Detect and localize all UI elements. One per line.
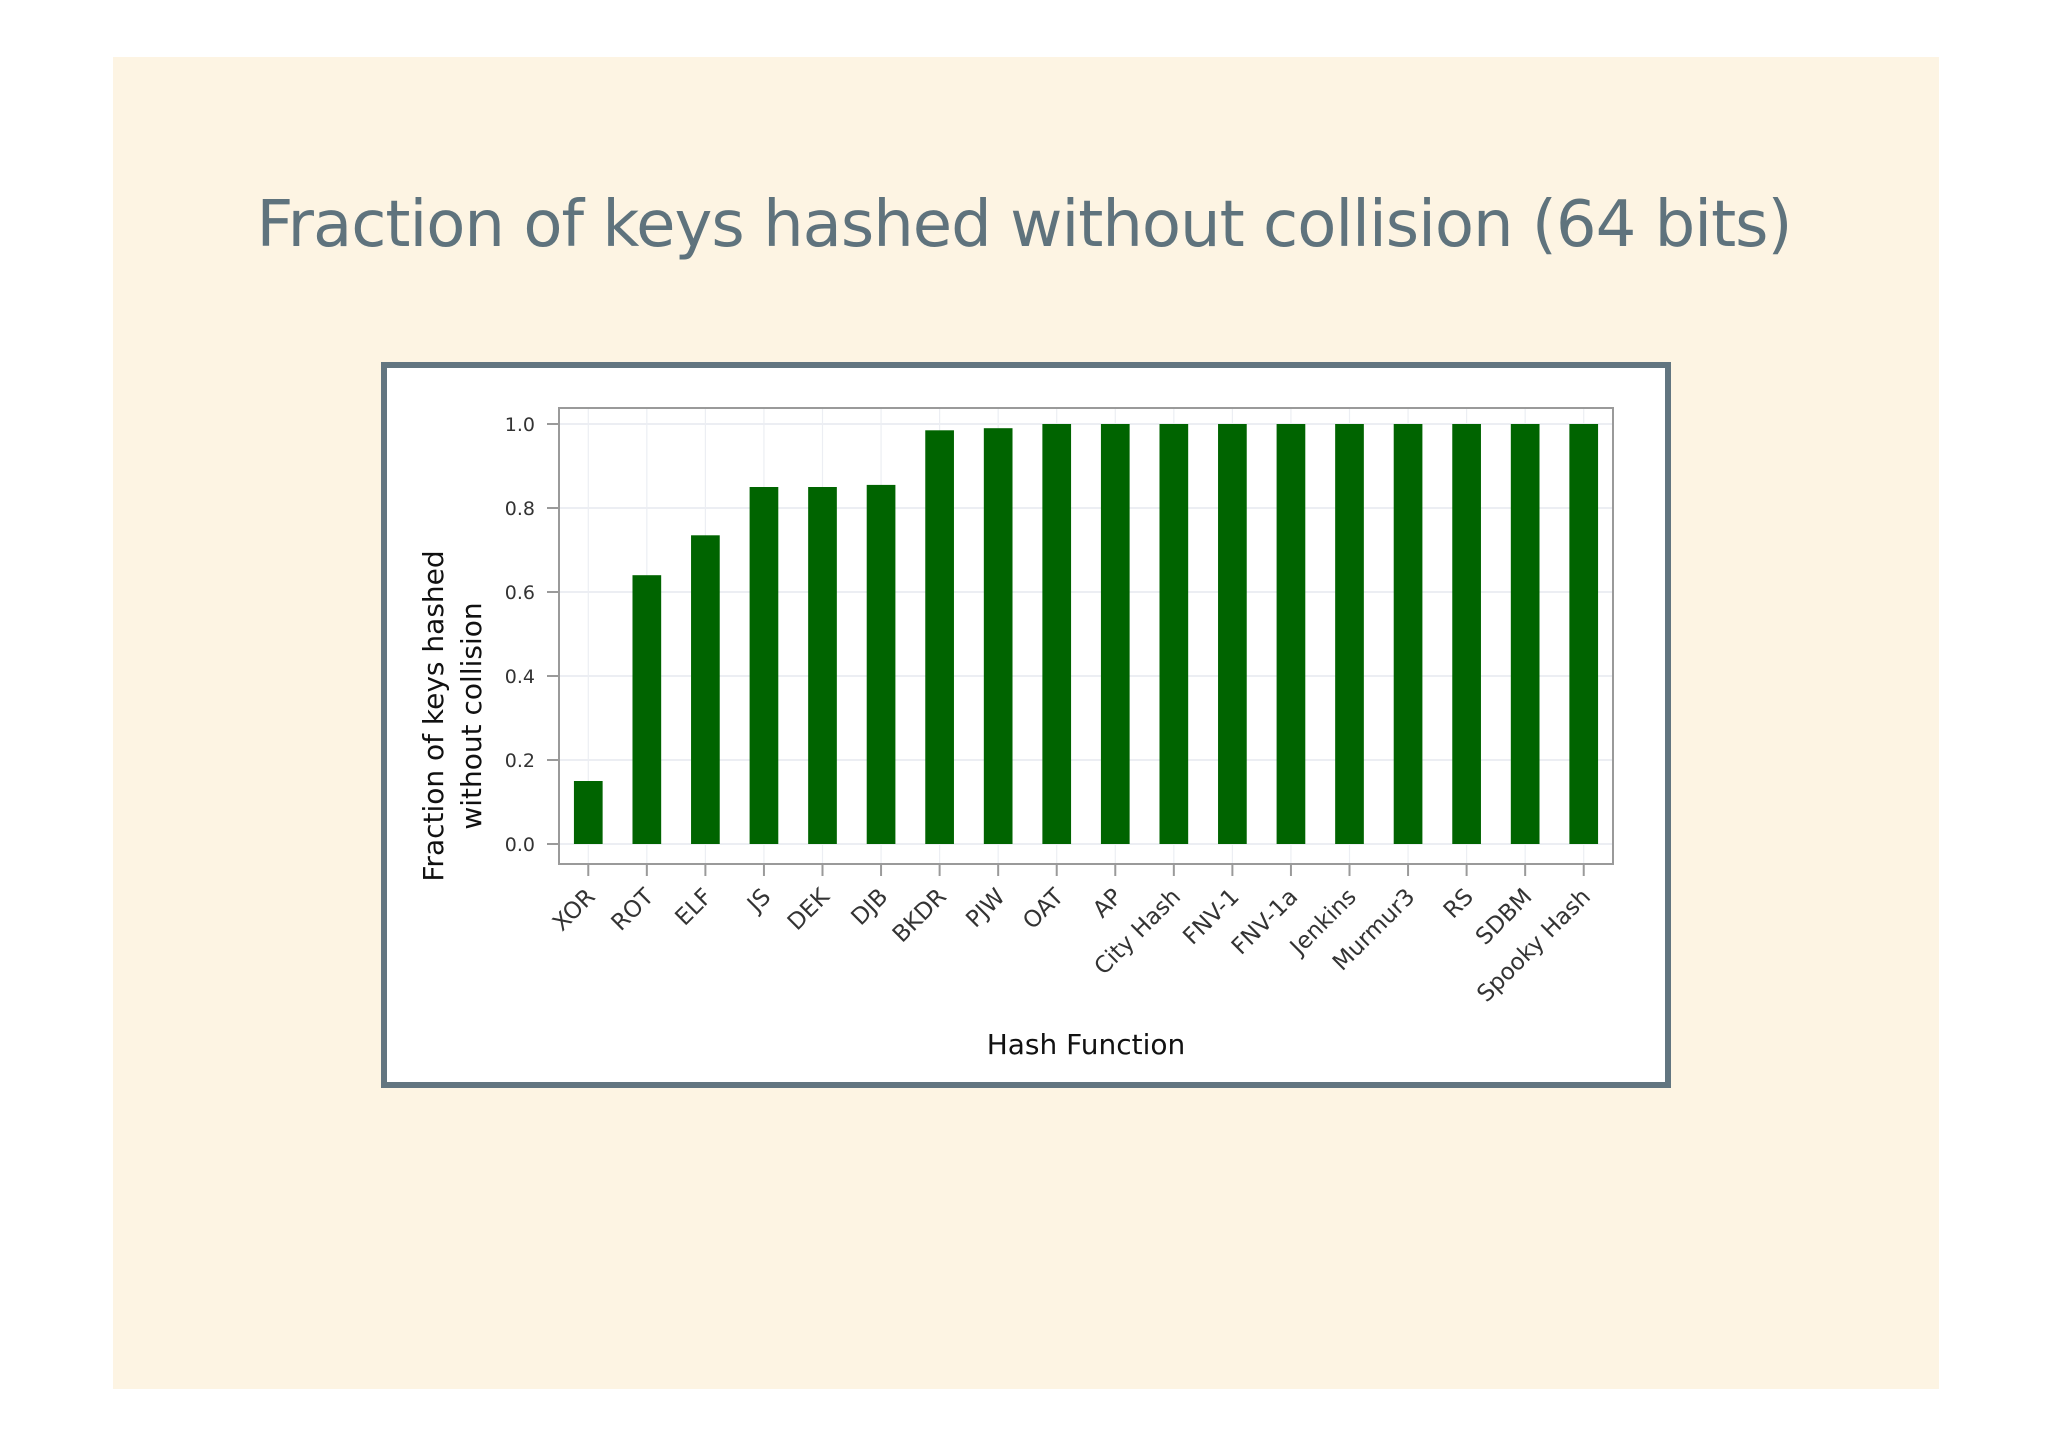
x-tick-label: OAT [1018, 883, 1069, 934]
bar-jenkins [1335, 424, 1364, 844]
bar-rs [1452, 424, 1481, 844]
x-tick-label: ROT [607, 883, 660, 936]
bar-js [749, 487, 779, 844]
y-axis-title-line: Fraction of keys hashed [417, 550, 450, 881]
x-axis-title: Hash Function [987, 1028, 1186, 1061]
x-tick-label: BKDR [888, 884, 952, 948]
chart-frame: 0.0 0.2 0.4 0.6 0.8 1.0 XOR ROT ELF JS DEK DJB BKDR P… [381, 362, 1671, 1088]
bar-spooky-hash [1569, 424, 1599, 844]
x-tick-label: XOR [548, 884, 601, 937]
y-tick-label: 0.2 [505, 750, 535, 772]
bar-rot [632, 575, 662, 844]
bar-fnv-1a [1276, 424, 1306, 844]
x-tick-label: JS [741, 884, 776, 919]
y-tick-label: 0.0 [505, 834, 535, 856]
bar-bkdr [925, 430, 954, 844]
bar-elf [691, 535, 720, 844]
bars [573, 424, 1599, 844]
bar-murmur3 [1393, 424, 1423, 844]
x-tick-label: AP [1088, 884, 1127, 923]
y-axis-title-line: without collision [455, 602, 488, 829]
axis-ticks [547, 423, 1585, 876]
x-tick-label: RS [1439, 884, 1479, 924]
bar-fnv-1 [1218, 424, 1247, 844]
bar-ap [1100, 424, 1130, 844]
y-tick-label: 0.6 [505, 582, 535, 604]
bar-oat [1042, 424, 1072, 844]
y-tick-label: 0.8 [505, 498, 535, 520]
bar-sdbm [1510, 424, 1540, 844]
bar-pjw [983, 428, 1013, 844]
x-tick-label: DJB [846, 884, 893, 931]
x-tick-label: PJW [961, 884, 1010, 933]
bar-djb [866, 484, 896, 844]
x-tick-label: DEK [783, 883, 835, 935]
x-tick-label: ELF [671, 884, 718, 931]
bar-xor [573, 781, 603, 844]
slide-title: Fraction of keys hashed without collisio… [256, 188, 1793, 262]
y-tick-label: 0.4 [505, 666, 535, 688]
bar-city-hash [1159, 424, 1189, 844]
y-tick-label: 1.0 [505, 414, 535, 436]
plot-area-border [558, 407, 1614, 865]
bar-dek [808, 487, 837, 844]
